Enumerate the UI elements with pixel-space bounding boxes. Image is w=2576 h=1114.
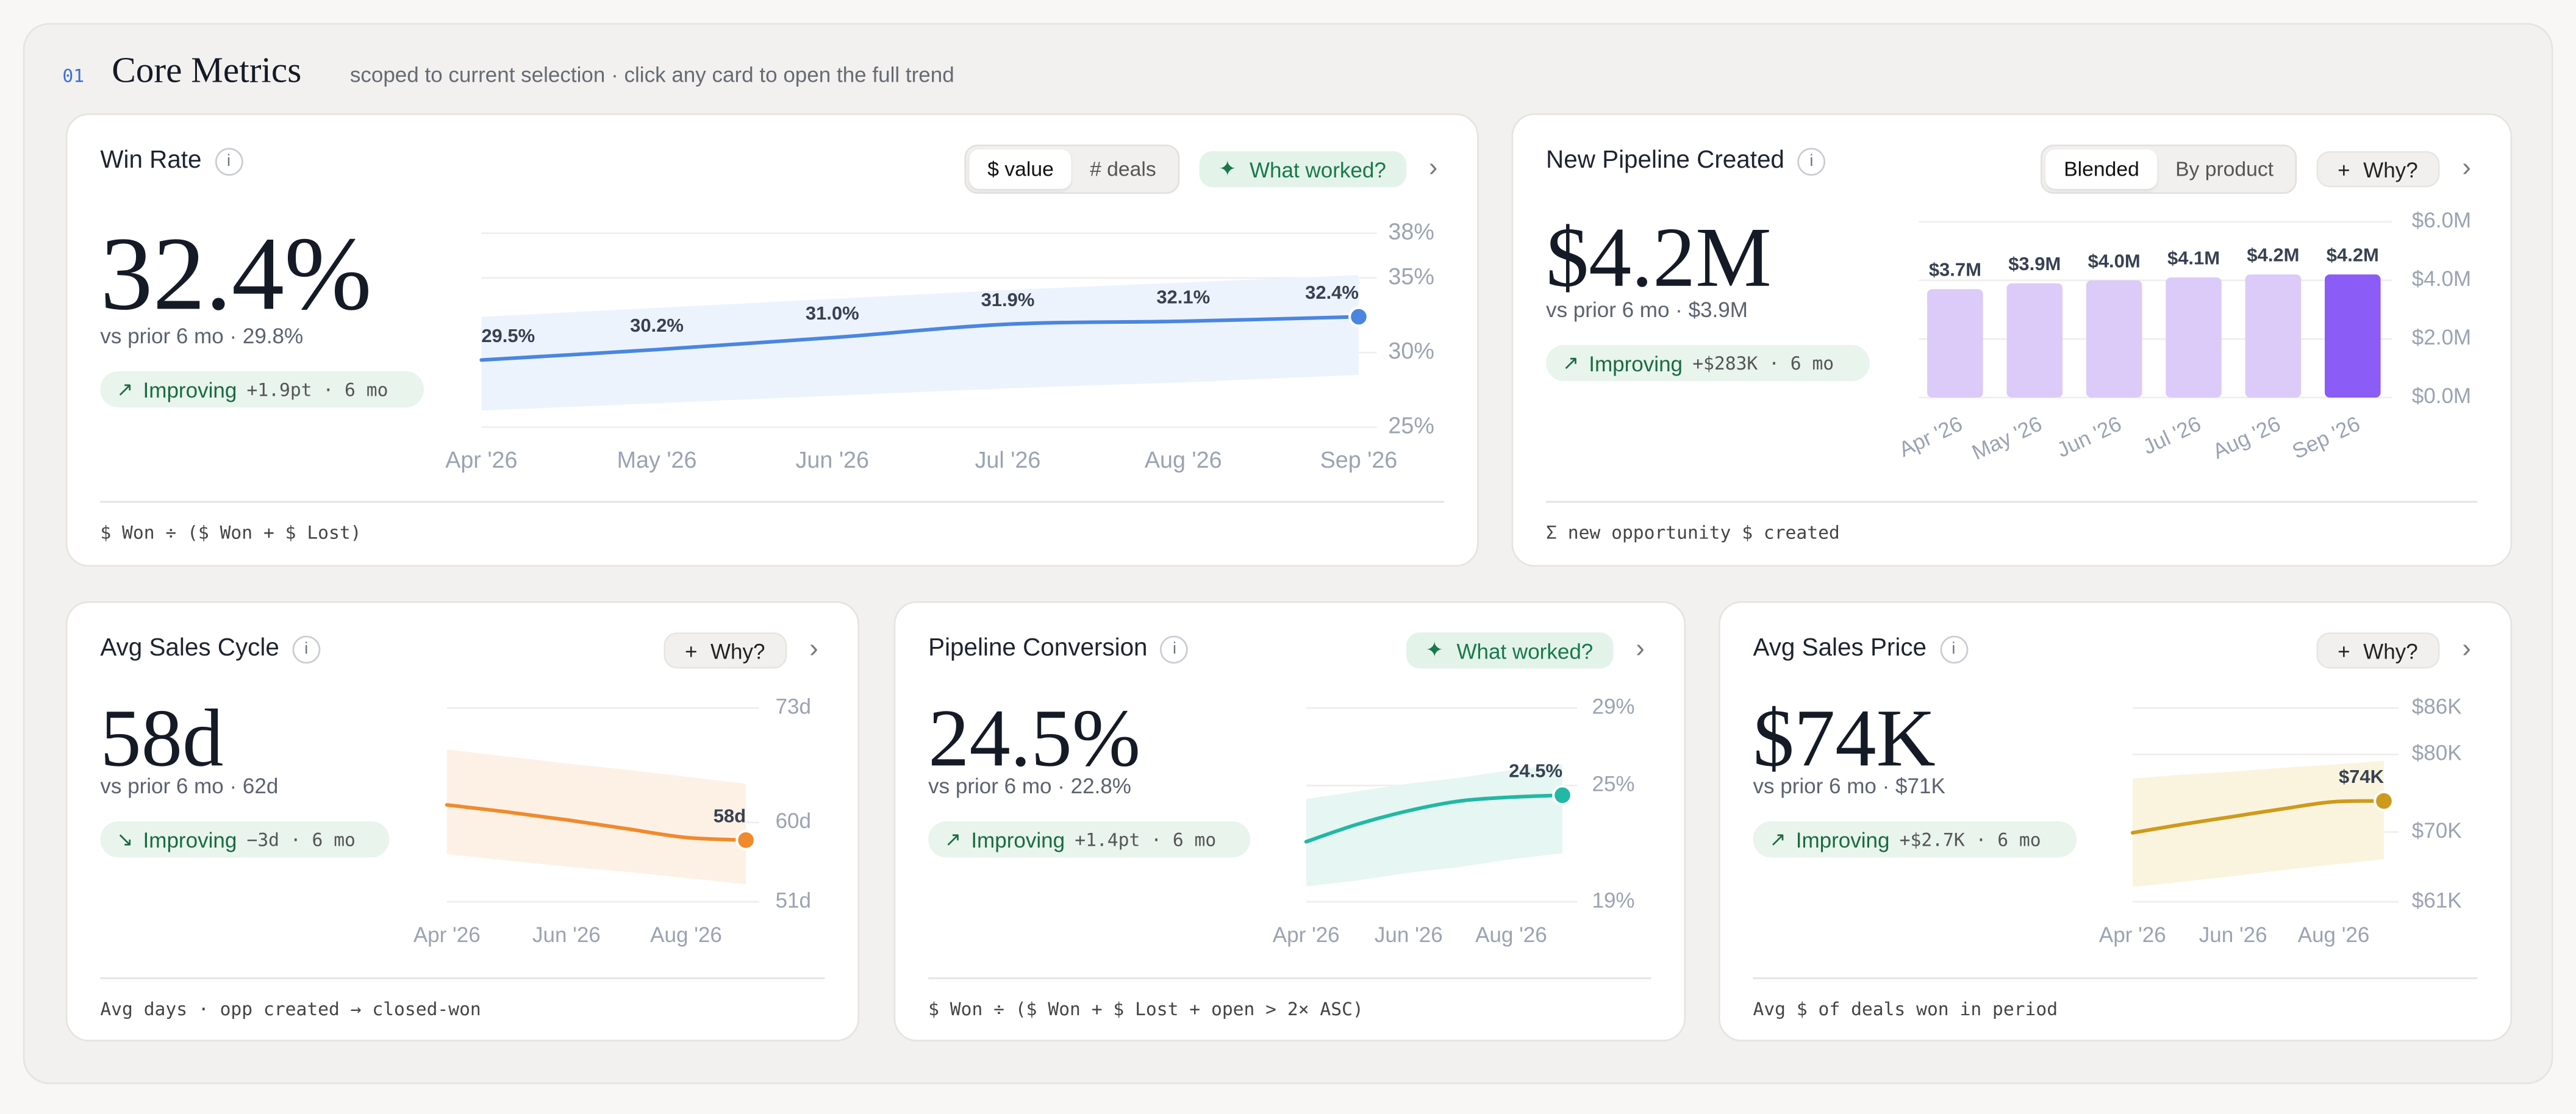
formula: Σ new opportunity $ created <box>1546 522 1840 544</box>
action-icon: ✦ <box>1425 637 1444 662</box>
toggle-option[interactable]: By product <box>2175 157 2274 181</box>
section-title: Core Metrics <box>112 49 302 91</box>
metric-card[interactable]: New Pipeline Created i Blended By product + W… <box>1511 113 2513 567</box>
view-toggle: $ value # deals <box>964 145 1179 194</box>
action-label: What worked? <box>1249 157 1386 182</box>
section-index: 01 <box>62 65 85 87</box>
action-label: Why? <box>2363 157 2418 182</box>
metric-value: 24.5% <box>928 691 1141 784</box>
trend-icon: ↗ <box>116 377 134 401</box>
chevron[interactable]: › <box>809 635 818 664</box>
divider <box>100 501 1445 503</box>
card-title-row: Win Rate i <box>100 146 243 176</box>
info-icon[interactable]: i <box>1939 635 1968 663</box>
card-title: New Pipeline Created <box>1546 146 1784 174</box>
trend-badge: ↗ Improving +$283K · 6 mo <box>1546 345 1870 382</box>
metric-value: $4.2M <box>1546 212 1772 306</box>
trend-label: Improving <box>1589 351 1683 376</box>
card-title-row: New Pipeline Created i <box>1546 146 1826 176</box>
info-icon[interactable]: i <box>1161 635 1189 663</box>
metric-value: 32.4% <box>100 215 372 332</box>
info-icon[interactable]: i <box>292 635 321 663</box>
trend-badge: ↗ Improving +1.9pt · 6 mo <box>100 371 424 408</box>
metric-card[interactable]: Pipeline Conversion i ✦ What worked? › 24.5% v… <box>893 601 1686 1041</box>
comparison: vs prior 6 mo · $3.9M <box>1546 297 1748 323</box>
action-pill[interactable]: + Why? <box>663 632 787 669</box>
comparison: vs prior 6 mo · 62d <box>100 773 279 799</box>
metric-card[interactable]: Avg Sales Cycle i + Why? › 58d vs prior 6 mo ·… <box>65 601 859 1041</box>
trend-label: Improving <box>971 827 1065 852</box>
card-title: Win Rate <box>100 146 202 174</box>
card-title-row: Avg Sales Price i <box>1753 634 1968 663</box>
toggle-option[interactable]: # deals <box>1090 157 1156 181</box>
toggle-option[interactable]: $ value <box>969 149 1072 189</box>
card-controls: + Why? › <box>663 627 818 673</box>
card-title: Avg Sales Cycle <box>100 634 279 662</box>
view-toggle: Blended By product <box>2041 145 2297 194</box>
divider <box>1753 977 2478 979</box>
action-label: What worked? <box>1456 638 1594 663</box>
trend-detail: +$2.7K · 6 mo <box>1899 829 2041 851</box>
trend-icon: ↘ <box>116 827 134 851</box>
card-title-row: Avg Sales Cycle i <box>100 634 321 663</box>
section-subtitle: scoped to current selection · click any … <box>349 62 954 87</box>
formula: Avg $ of deals won in period <box>1753 998 2058 1020</box>
card-title-row: Pipeline Conversion i <box>928 634 1189 663</box>
comparison: vs prior 6 mo · $71K <box>1753 773 1945 799</box>
trend-detail: −3d · 6 mo <box>246 829 356 851</box>
chevron[interactable]: › <box>2462 635 2471 664</box>
trend-detail: +1.9pt · 6 mo <box>246 378 388 400</box>
formula: $ Won ÷ ($ Won + $ Lost + open > 2× ASC) <box>928 998 1364 1020</box>
divider <box>100 977 825 979</box>
action-icon: + <box>2338 638 2350 663</box>
trend-badge: ↘ Improving −3d · 6 mo <box>100 821 390 858</box>
info-icon[interactable]: i <box>1797 147 1826 175</box>
card-controls: + Why? › <box>2316 627 2471 673</box>
action-pill[interactable]: ✦ What worked? <box>1198 151 1406 188</box>
action-label: Why? <box>710 638 765 663</box>
trend-label: Improving <box>143 827 237 852</box>
action-icon: ✦ <box>1218 155 1237 181</box>
trend-label: Improving <box>143 377 237 402</box>
action-label: Why? <box>2363 638 2418 663</box>
card-controls: ✦ What worked? › <box>1406 627 1645 673</box>
info-icon[interactable]: i <box>215 147 243 175</box>
metric-card[interactable]: Avg Sales Price i + Why? › $74K vs prior 6 mo … <box>1718 601 2513 1041</box>
action-pill[interactable]: ✦ What worked? <box>1406 632 1613 669</box>
trend-badge: ↗ Improving +$2.7K · 6 mo <box>1753 821 2077 858</box>
divider <box>928 977 1651 979</box>
action-pill[interactable]: + Why? <box>2316 632 2439 669</box>
trend-icon: ↗ <box>1769 827 1786 851</box>
trend-detail: +$283K · 6 mo <box>1692 352 1834 374</box>
metric-card[interactable]: Win Rate i $ value # deals ✦ What worked? › 32.… <box>65 113 1479 567</box>
action-pill[interactable]: + Why? <box>2316 151 2439 188</box>
card-title: Pipeline Conversion <box>928 634 1148 662</box>
chevron[interactable]: › <box>1428 154 1438 183</box>
formula: Avg days · opp created → closed-won <box>100 998 481 1020</box>
trend-icon: ↗ <box>1562 351 1580 375</box>
card-controls: Blended By product + Why? › <box>2041 145 2471 194</box>
trend-badge: ↗ Improving +1.4pt · 6 mo <box>928 821 1251 858</box>
comparison: vs prior 6 mo · 29.8% <box>100 323 304 349</box>
chevron[interactable]: › <box>1636 635 1645 664</box>
trend-detail: +1.4pt · 6 mo <box>1075 829 1217 851</box>
divider <box>1546 501 2478 503</box>
card-title: Avg Sales Price <box>1753 634 1927 662</box>
metric-value: 58d <box>100 691 224 784</box>
chevron[interactable]: › <box>2462 154 2471 183</box>
comparison: vs prior 6 mo · 22.8% <box>928 773 1131 799</box>
action-icon: + <box>2338 157 2350 182</box>
metric-value: $74K <box>1753 691 1936 784</box>
action-icon: + <box>684 638 698 663</box>
trend-label: Improving <box>1795 827 1890 852</box>
formula: $ Won ÷ ($ Won + $ Lost) <box>100 522 362 544</box>
trend-icon: ↗ <box>945 827 962 851</box>
card-controls: $ value # deals ✦ What worked? › <box>964 145 1438 194</box>
toggle-option[interactable]: Blended <box>2045 149 2158 189</box>
